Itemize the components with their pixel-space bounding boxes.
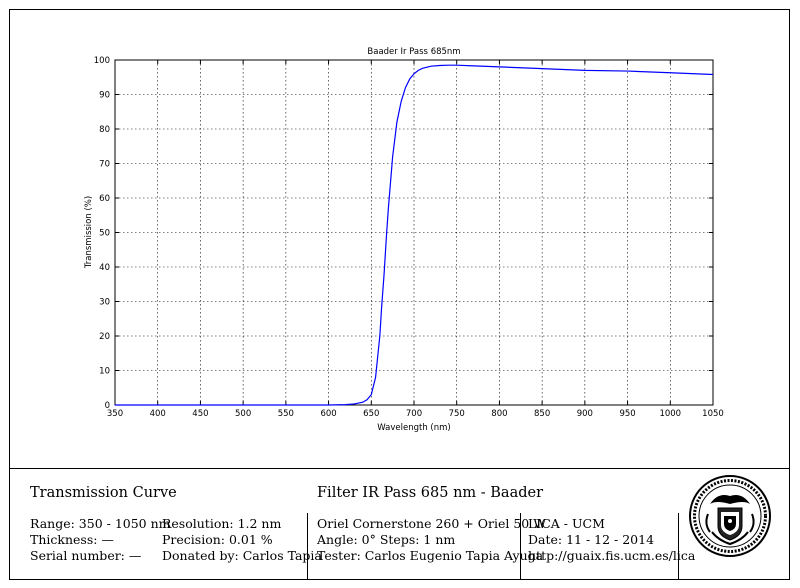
y-tick-label: 50 <box>99 229 110 239</box>
y-tick-label: 100 <box>94 56 110 66</box>
range-value: Range: 350 - 1050 nm <box>30 516 171 531</box>
x-tick-label: 450 <box>192 409 208 419</box>
divider-3 <box>678 513 679 580</box>
y-tick-label: 10 <box>99 367 110 377</box>
thickness-value: Thickness: — <box>30 532 114 547</box>
lab-name: LICA - UCM <box>528 516 605 531</box>
y-tick-label: 30 <box>99 298 110 308</box>
y-tick-label: 20 <box>99 332 110 342</box>
x-tick-label: 950 <box>619 409 635 419</box>
y-tick-label: 70 <box>99 160 110 170</box>
y-tick-label: 40 <box>99 263 110 273</box>
transmission-chart: 350 400 450 500 550 600 650 700 750 800 850 900 950 1… <box>84 47 724 433</box>
info-panel <box>10 468 790 581</box>
lab-url: http://guaix.fis.ucm.es/lica <box>528 548 696 563</box>
x-axis-label: Wavelength (nm) <box>377 423 450 433</box>
x-tick-label: 1000 <box>659 409 681 419</box>
chart-grid <box>115 60 713 405</box>
x-tick-label: 700 <box>406 409 422 419</box>
x-tick-label: 750 <box>449 409 465 419</box>
x-tick-label: 850 <box>534 409 550 419</box>
page-frame <box>9 9 790 580</box>
precision-value: Precision: 0.01 % <box>162 532 273 547</box>
panel-heading: Transmission Curve <box>30 485 177 501</box>
divider-1 <box>307 513 308 580</box>
tester-value: Tester: Carlos Eugenio Tapia Ayuga <box>317 548 544 563</box>
axis-ticks: 350 400 450 500 550 600 650 700 750 800 850 900 950 1… <box>94 56 724 419</box>
serial-value: Serial number: — <box>30 548 142 563</box>
x-tick-label: 1050 <box>702 409 724 419</box>
x-tick-label: 650 <box>363 409 379 419</box>
equipment-value: Oriel Cornerstone 260 + Oriel 50 W <box>317 516 547 531</box>
x-tick-label: 600 <box>320 409 336 419</box>
y-tick-label: 90 <box>99 91 110 101</box>
divider-2 <box>520 513 521 580</box>
angle-steps-value: Angle: 0° Steps: 1 nm <box>317 532 456 547</box>
date-value: Date: 11 - 12 - 2014 <box>528 532 655 547</box>
y-tick-label: 0 <box>105 401 110 411</box>
filter-name: Filter IR Pass 685 nm - Baader <box>317 485 544 501</box>
y-tick-label: 60 <box>99 194 110 204</box>
donor-value: Donated by: Carlos Tapia <box>162 548 322 563</box>
chart-title: Baader Ir Pass 685nm <box>367 47 460 57</box>
x-tick-label: 800 <box>491 409 507 419</box>
x-tick-label: 900 <box>577 409 593 419</box>
university-seal-icon <box>689 475 771 557</box>
resolution-value: Resolution: 1.2 nm <box>162 516 282 531</box>
x-tick-label: 550 <box>278 409 294 419</box>
x-tick-label: 350 <box>107 409 123 419</box>
x-tick-label: 400 <box>150 409 166 419</box>
transmission-series-line <box>115 64 714 406</box>
y-tick-label: 80 <box>99 125 110 135</box>
x-tick-label: 500 <box>235 409 251 419</box>
y-axis-label: Transmission (%) <box>84 196 94 269</box>
